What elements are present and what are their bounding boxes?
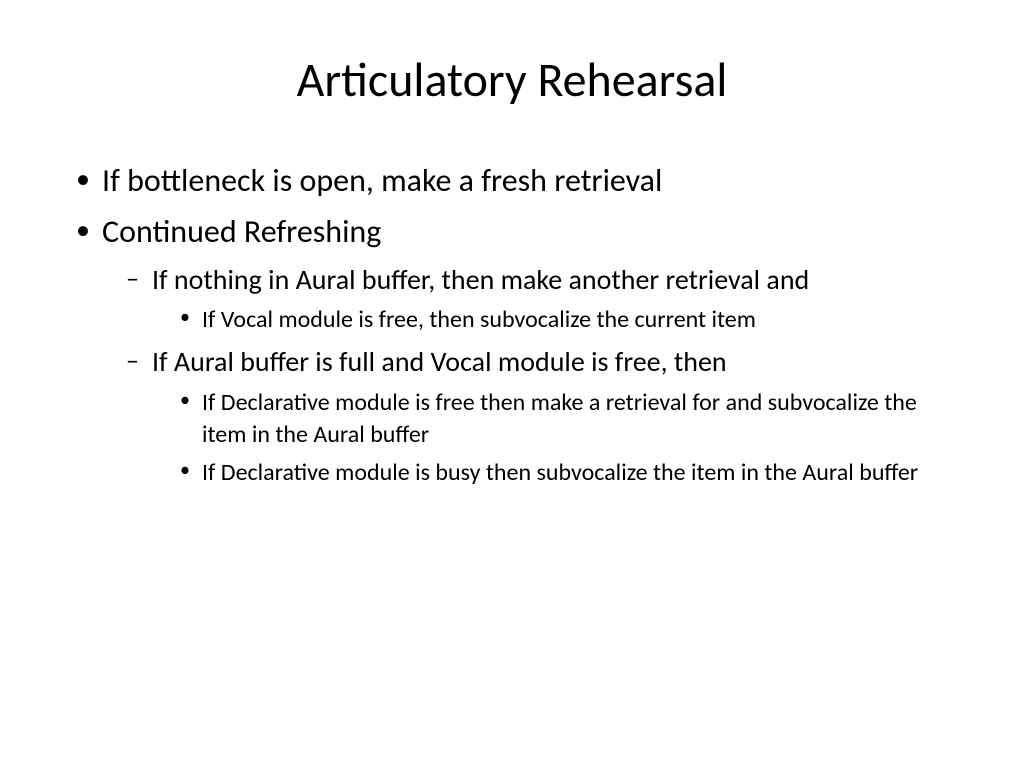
slide-title: Articulatory Rehearsal — [60, 50, 964, 109]
bullet-item: Continued Refreshing If nothing in Aural… — [70, 210, 964, 490]
bullet-item: If nothing in Aural buffer, then make an… — [122, 261, 964, 337]
bullet-item: If bottleneck is open, make a fresh retr… — [70, 159, 964, 204]
bullet-text: If Vocal module is free, then subvocaliz… — [202, 305, 756, 334]
bullet-list-level3: If Vocal module is free, then subvocaliz… — [152, 304, 964, 336]
bullet-item: If Declarative module is free then make … — [176, 387, 964, 452]
bullet-text: Continued Refreshing — [102, 212, 381, 251]
bullet-list-level1: If bottleneck is open, make a fresh retr… — [60, 159, 964, 490]
bullet-text: If Declarative module is free then make … — [202, 388, 917, 449]
bullet-list-level3: If Declarative module is free then make … — [152, 387, 964, 490]
bullet-text: If Declarative module is busy then subvo… — [202, 458, 918, 487]
bullet-item: If Declarative module is busy then subvo… — [176, 457, 964, 489]
bullet-text: If Aural buffer is full and Vocal module… — [152, 344, 727, 379]
bullet-text: If nothing in Aural buffer, then make an… — [152, 262, 809, 297]
bullet-item: If Aural buffer is full and Vocal module… — [122, 343, 964, 490]
bullet-item: If Vocal module is free, then subvocaliz… — [176, 304, 964, 336]
bullet-text: If bottleneck is open, make a fresh retr… — [102, 161, 662, 200]
bullet-list-level2: If nothing in Aural buffer, then make an… — [102, 261, 964, 490]
